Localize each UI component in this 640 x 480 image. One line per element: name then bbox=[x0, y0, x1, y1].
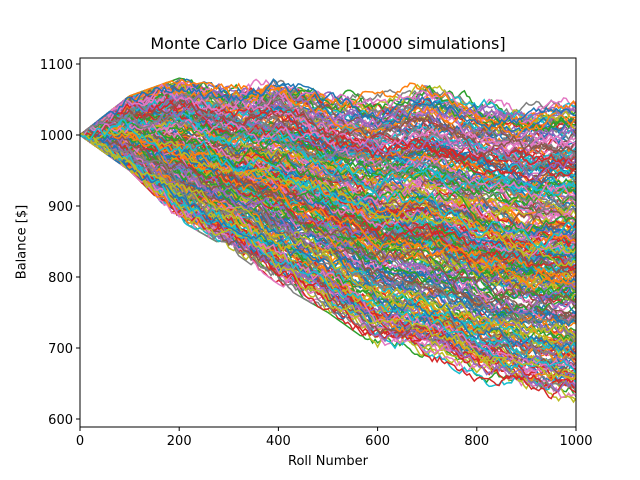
chart-title: Monte Carlo Dice Game [10000 simulations… bbox=[150, 34, 506, 53]
simulation-line bbox=[80, 134, 576, 343]
x-tick-label: 800 bbox=[464, 434, 489, 449]
y-tick-label: 600 bbox=[48, 413, 73, 428]
simulation-line bbox=[80, 125, 576, 237]
simulation-line bbox=[80, 128, 576, 355]
simulation-line bbox=[80, 134, 576, 355]
y-tick-label: 1100 bbox=[40, 58, 73, 73]
simulation-line bbox=[80, 114, 576, 203]
simulation-line bbox=[80, 134, 576, 344]
simulation-line bbox=[80, 118, 576, 200]
simulation-line bbox=[80, 134, 576, 351]
simulation-line bbox=[80, 125, 576, 292]
simulation-line bbox=[80, 124, 576, 272]
x-axis-label: Roll Number bbox=[288, 454, 368, 469]
simulation-line bbox=[80, 121, 576, 218]
simulation-line bbox=[80, 78, 576, 136]
simulation-line bbox=[80, 130, 576, 315]
y-axis-ticks: 600 700 800 900 1000 1100 bbox=[40, 58, 80, 428]
x-tick-label: 0 bbox=[76, 434, 84, 449]
y-tick-label: 1000 bbox=[40, 129, 73, 144]
simulation-line bbox=[80, 116, 576, 204]
simulation-line bbox=[80, 134, 576, 325]
simulation-lines bbox=[80, 77, 576, 404]
y-tick-label: 900 bbox=[48, 200, 73, 215]
y-tick-label: 800 bbox=[48, 271, 73, 286]
simulation-line bbox=[80, 85, 576, 150]
x-tick-label: 600 bbox=[365, 434, 390, 449]
plot-frame bbox=[79, 57, 577, 428]
simulation-line bbox=[80, 99, 576, 158]
simulation-line bbox=[80, 112, 576, 210]
y-tick-label: 700 bbox=[48, 342, 73, 357]
simulation-line bbox=[80, 134, 576, 369]
simulation-line bbox=[80, 134, 576, 356]
simulation-line bbox=[80, 118, 576, 249]
x-tick-label: 400 bbox=[266, 434, 291, 449]
y-axis-label: Balance [$] bbox=[14, 204, 30, 280]
simulation-line bbox=[80, 130, 576, 381]
simulation-line bbox=[80, 134, 576, 394]
x-axis-ticks: 0 200 400 600 800 1000 bbox=[76, 427, 593, 449]
simulation-line bbox=[80, 85, 576, 136]
x-tick-label: 1000 bbox=[559, 434, 592, 449]
simulation-line bbox=[80, 84, 576, 138]
simulation-line bbox=[80, 114, 576, 235]
simulation-line bbox=[80, 128, 576, 268]
simulation-line bbox=[80, 101, 576, 182]
simulation-line bbox=[80, 131, 576, 339]
x-tick-label: 200 bbox=[167, 434, 192, 449]
